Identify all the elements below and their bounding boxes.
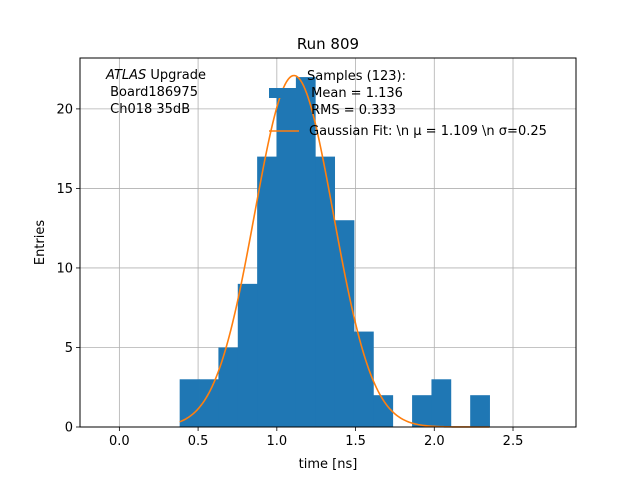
histogram-bar-1 bbox=[199, 379, 219, 427]
x-tick-label-2: 1.0 bbox=[266, 434, 287, 449]
y-tick-label-4: 20 bbox=[56, 102, 73, 117]
histogram-bar-7 bbox=[315, 156, 336, 428]
x-tick-label-1: 0.5 bbox=[188, 434, 209, 449]
legend-samples-line3: RMS = 0.333 bbox=[307, 103, 396, 118]
y-tick-label-0: 0 bbox=[65, 421, 73, 436]
channel-label: Ch018 35dB bbox=[106, 102, 190, 117]
histogram-bar-0 bbox=[179, 379, 200, 427]
x-tick-label-3: 1.5 bbox=[345, 434, 366, 449]
histogram-bar-9 bbox=[353, 331, 374, 427]
histogram-bar-6 bbox=[295, 77, 316, 427]
legend-samples-line1: Samples (123): bbox=[307, 69, 406, 84]
y-tick-label-1: 5 bbox=[65, 341, 73, 356]
x-axis-ticks: 0.0 0.5 1.0 1.5 2.0 2.5 bbox=[109, 427, 523, 449]
plot-frame bbox=[79, 57, 577, 428]
x-axis-label: time [ns] bbox=[299, 457, 358, 472]
histogram-bar-2 bbox=[218, 347, 239, 427]
atlas-label-line: ATLAS Upgrade bbox=[105, 68, 206, 83]
x-tick-label-0: 0.0 bbox=[109, 434, 130, 449]
legend-samples-swatch bbox=[269, 88, 299, 98]
upgrade-label: Upgrade bbox=[146, 68, 206, 83]
histogram-bar-8 bbox=[334, 220, 355, 427]
histogram-bar-4 bbox=[257, 156, 277, 428]
chart-title: Run 809 bbox=[297, 35, 359, 53]
legend-samples-line2: Mean = 1.136 bbox=[307, 86, 403, 101]
histogram-bar-15 bbox=[470, 395, 490, 427]
histogram-bar-3 bbox=[237, 283, 258, 427]
histogram-bar-10 bbox=[373, 395, 394, 427]
y-tick-label-3: 15 bbox=[56, 182, 73, 197]
x-tick-label-4: 2.0 bbox=[424, 434, 445, 449]
legend-fit-label: Gaussian Fit: \n μ = 1.109 \n σ=0.25 bbox=[309, 124, 547, 139]
histogram-bar-13 bbox=[431, 379, 452, 427]
atlas-annotation: ATLAS Upgrade Board186975 Ch018 35dB bbox=[105, 68, 206, 117]
y-tick-label-2: 10 bbox=[56, 261, 73, 276]
y-axis-ticks: 0 5 10 15 20 bbox=[56, 102, 80, 436]
board-label: Board186975 bbox=[106, 85, 198, 100]
x-tick-label-5: 2.5 bbox=[503, 434, 524, 449]
atlas-label: ATLAS bbox=[105, 68, 146, 83]
histogram-bar-5 bbox=[276, 92, 297, 427]
legend: Samples (123): Mean = 1.136 RMS = 0.333 … bbox=[269, 69, 547, 139]
y-axis-label: Entries bbox=[33, 220, 48, 266]
histogram-bars bbox=[179, 77, 490, 428]
histogram-bar-12 bbox=[412, 395, 432, 427]
